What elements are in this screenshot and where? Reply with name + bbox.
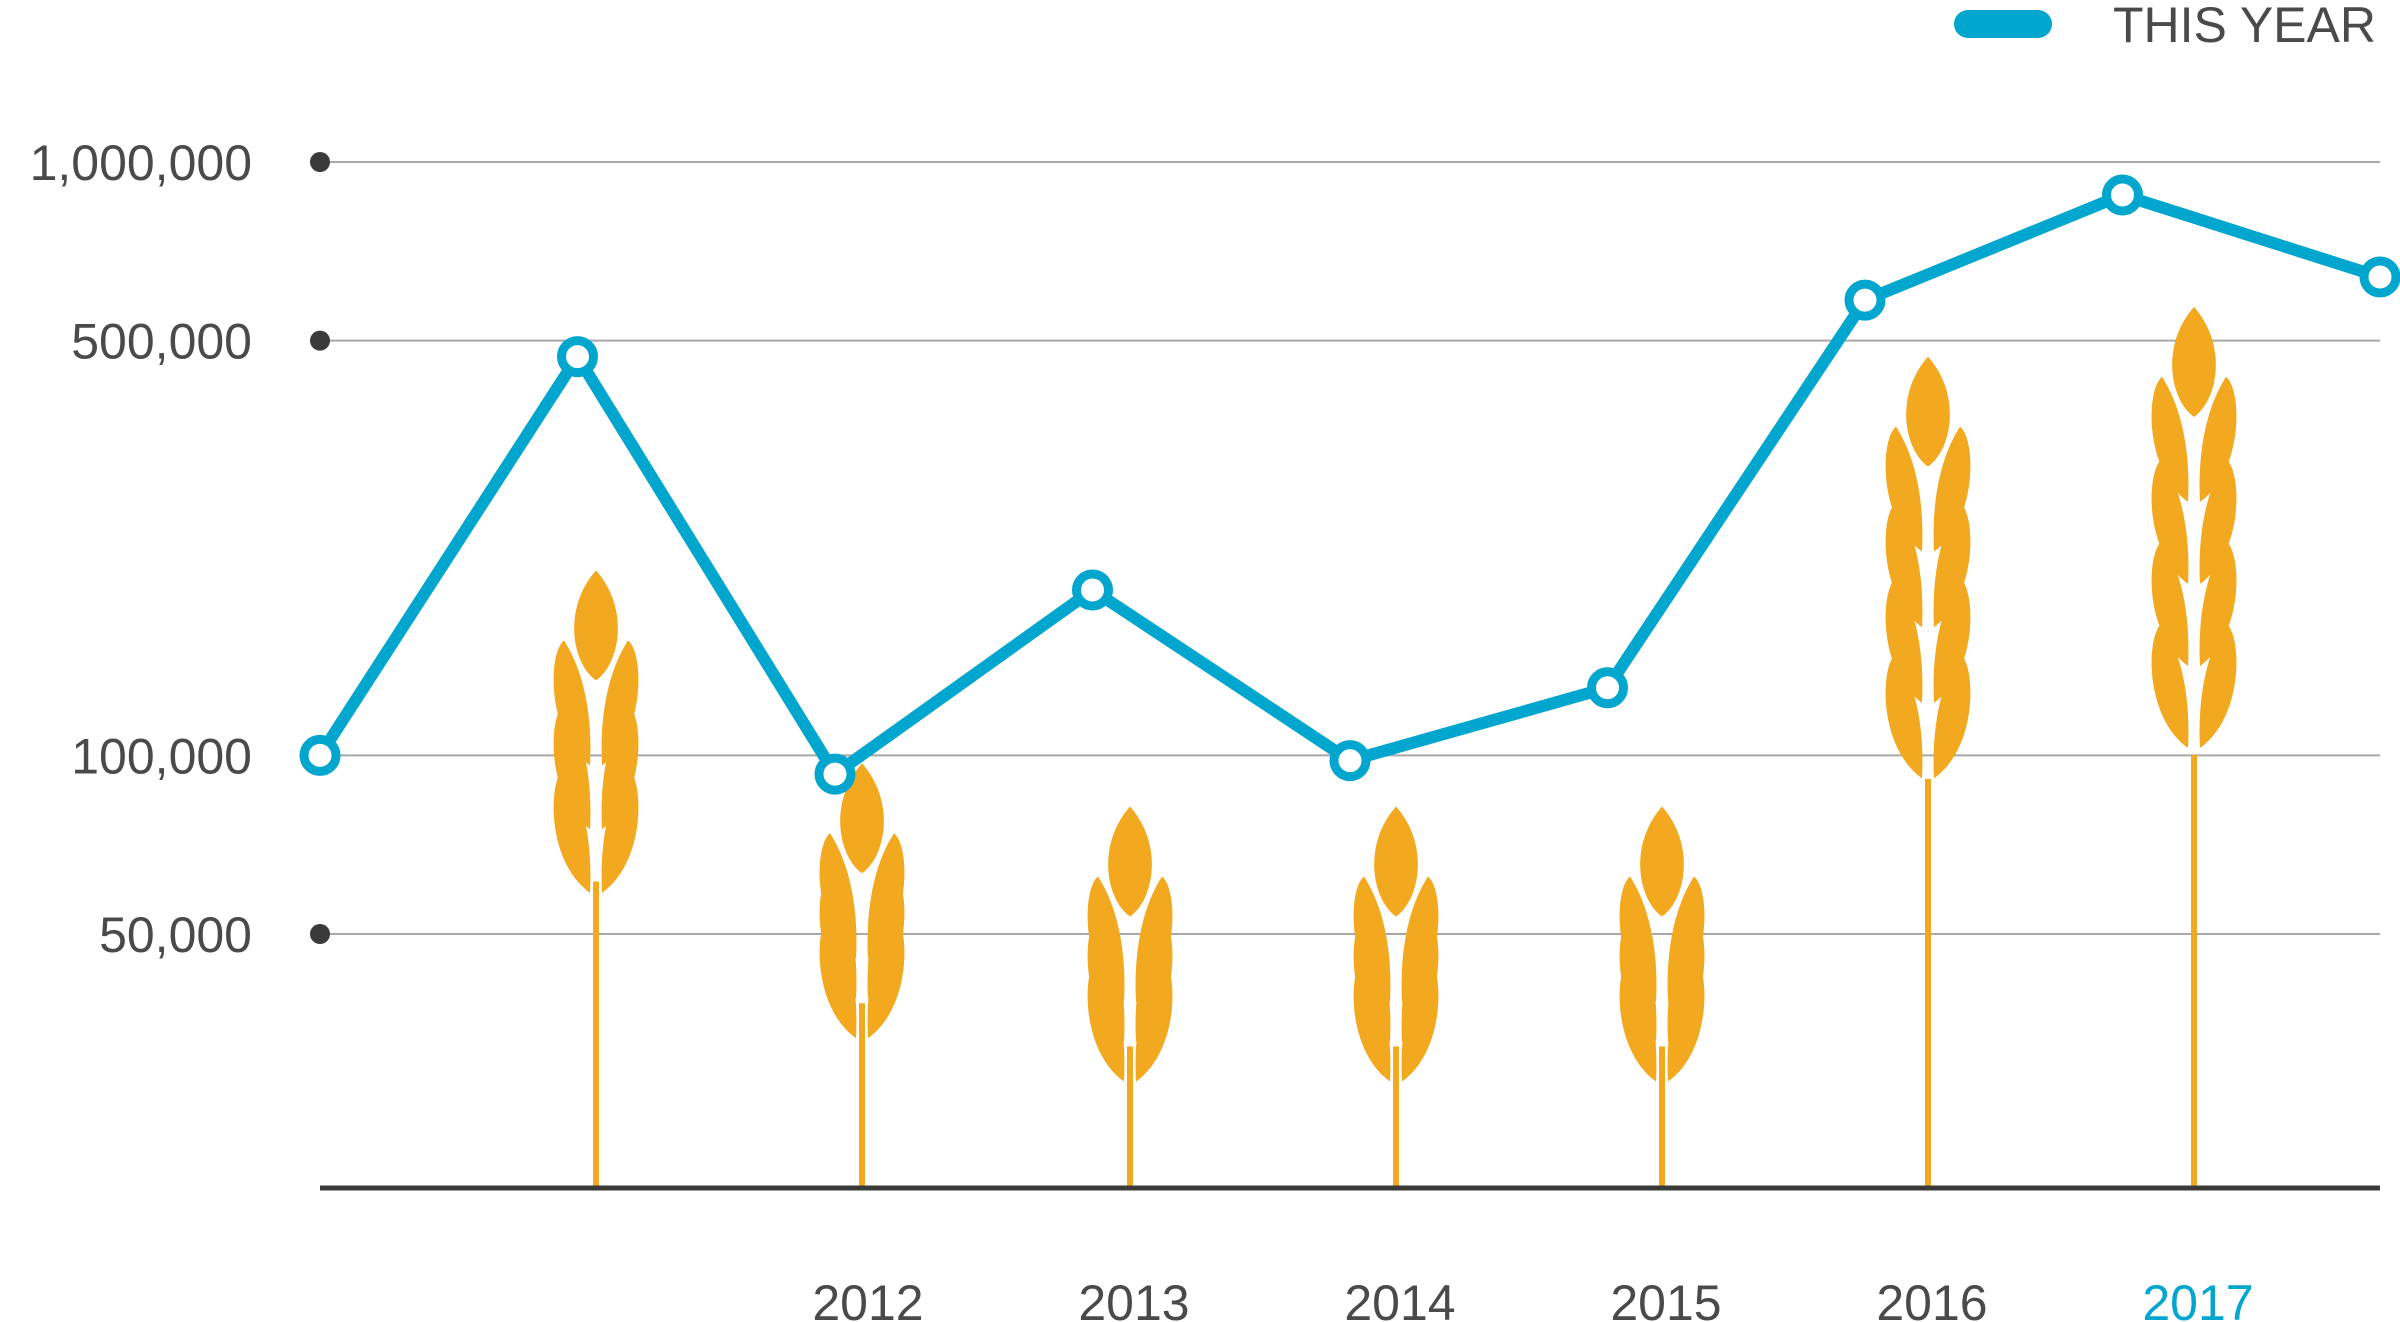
series-point — [2359, 256, 2400, 298]
series-point — [299, 734, 341, 776]
wheat-kernel — [2151, 540, 2189, 666]
series-point — [1329, 740, 1371, 782]
wheat-kernel — [601, 767, 639, 893]
series-point — [1587, 667, 1628, 709]
wheat-kernel — [1667, 956, 1705, 1082]
wheat-kernel — [2199, 458, 2237, 584]
line-series — [299, 174, 2400, 795]
wheat-kernel-top — [840, 763, 884, 874]
x-tick-label: 2017 — [2142, 1275, 2253, 1322]
wheat-kernel — [2151, 458, 2189, 584]
wheat-kernel — [1933, 426, 1971, 552]
wheat-kernel — [1135, 956, 1173, 1082]
y-tick-dot — [310, 330, 330, 351]
y-axis-ticks: 1,000,000 500,000 100,000 50,000 — [30, 135, 330, 963]
y-tick-label: 100,000 — [71, 728, 252, 784]
x-axis-labels: 2012 2013 2014 2015 2016 2017 — [812, 1275, 2253, 1322]
wheat-bar — [1885, 356, 1971, 1188]
wheat-kernel-top — [1906, 356, 1950, 467]
wheat-kernel — [2199, 623, 2237, 749]
wheat-kernel — [1933, 577, 1971, 703]
wheat-bar — [1619, 806, 1705, 1188]
wheat-kernel — [1885, 577, 1923, 703]
wheat-kernel-top — [574, 570, 618, 681]
series-point — [557, 336, 598, 378]
x-tick-label: 2015 — [1610, 1275, 1721, 1322]
wheat-kernel — [601, 704, 639, 830]
y-tick-label: 50,000 — [99, 907, 252, 963]
wheat-bar — [819, 763, 905, 1188]
wheat-bar — [553, 570, 639, 1188]
wheat-kernel — [2151, 376, 2189, 502]
x-tick-label: 2014 — [1344, 1275, 1455, 1322]
legend: THIS YEAR — [1954, 0, 2376, 53]
wheat-kernel — [1933, 502, 1971, 628]
wheat-kernel — [867, 913, 905, 1039]
wheat-kernel — [1401, 956, 1439, 1082]
wheat-kernel — [601, 640, 639, 766]
wheat-kernel-top — [1108, 806, 1152, 917]
wheat-kernel — [1087, 956, 1125, 1082]
wheat-kernel — [819, 913, 857, 1039]
wheat-kernel — [2199, 540, 2237, 666]
wheat-kernel — [1619, 956, 1657, 1082]
wheat-kernel — [2151, 623, 2189, 749]
series-point — [2102, 174, 2143, 216]
wheat-kernel — [1353, 956, 1391, 1082]
wheat-kernel — [1885, 653, 1923, 779]
y-tick-dot — [310, 152, 330, 172]
wheat-kernel — [1885, 426, 1923, 552]
legend-label: THIS YEAR — [2113, 0, 2376, 53]
wheat-kernel-top — [2172, 306, 2216, 417]
y-tick-label: 500,000 — [71, 314, 252, 370]
wheat-kernel — [2199, 376, 2237, 502]
wheat-kernel — [553, 767, 591, 893]
wheat-kernel — [1885, 502, 1923, 628]
series-point — [1072, 569, 1113, 611]
series-point — [1844, 279, 1886, 321]
x-tick-label: 2013 — [1078, 1275, 1189, 1322]
wheat-kernel — [553, 704, 591, 830]
wheat-bar — [2151, 306, 2237, 1188]
series-point — [814, 753, 856, 795]
wheat-kernel-top — [1374, 806, 1418, 917]
x-tick-label: 2012 — [812, 1275, 923, 1322]
x-tick-label: 2016 — [1876, 1275, 1987, 1322]
y-tick-label: 1,000,000 — [30, 135, 252, 191]
wheat-kernel — [1933, 653, 1971, 779]
wheat-bars — [553, 306, 2237, 1188]
y-tick-dot — [310, 924, 330, 944]
wheat-bar — [1353, 806, 1439, 1188]
wheat-kernel-top — [1640, 806, 1684, 917]
wheat-kernel — [553, 640, 591, 766]
wheat-bar — [1087, 806, 1173, 1188]
